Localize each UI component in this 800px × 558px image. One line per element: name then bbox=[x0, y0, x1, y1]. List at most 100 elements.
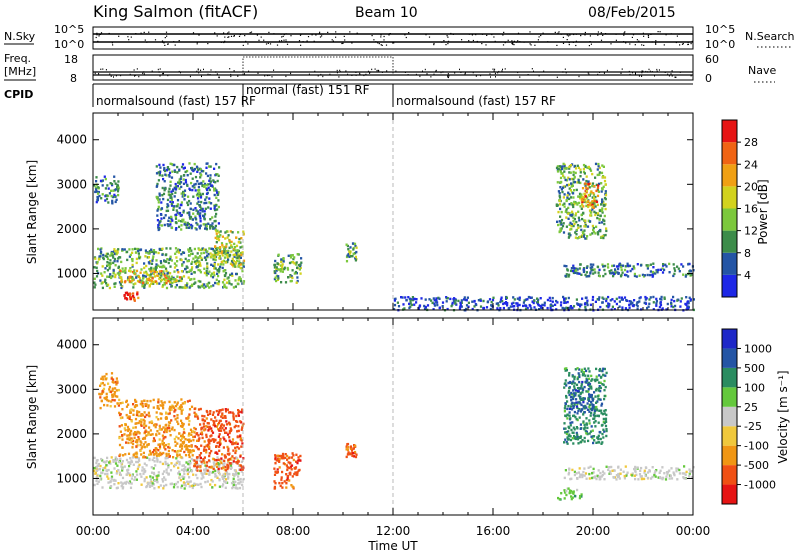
scatter-cell bbox=[610, 473, 612, 475]
scatter-cell bbox=[274, 264, 276, 266]
scatter-cell bbox=[188, 420, 190, 422]
scatter-cell bbox=[147, 482, 149, 484]
scatter-cell bbox=[200, 408, 202, 410]
scatter-cell bbox=[168, 190, 170, 192]
scatter-cell bbox=[189, 286, 191, 288]
scatter-cell bbox=[505, 303, 507, 305]
scatter-cell bbox=[599, 230, 601, 232]
scatter-cell bbox=[99, 396, 101, 398]
scatter-cell bbox=[189, 451, 191, 453]
noise-sample bbox=[576, 41, 577, 42]
scatter-cell bbox=[180, 186, 182, 188]
scatter-cell bbox=[185, 179, 187, 181]
noise-left-label: N.Sky bbox=[4, 30, 36, 43]
nave-sample bbox=[659, 69, 660, 70]
scatter-cell bbox=[173, 415, 175, 417]
nave-sample bbox=[215, 71, 216, 72]
scatter-cell bbox=[225, 408, 227, 410]
scatter-cell bbox=[100, 472, 102, 474]
scatter-cell bbox=[221, 412, 223, 414]
scatter-cell bbox=[583, 405, 585, 407]
scatter-cell bbox=[199, 227, 201, 229]
cpid-segment-2: normal (fast) 151 RF bbox=[246, 83, 370, 97]
noise-sample bbox=[486, 35, 487, 36]
scatter-cell bbox=[597, 395, 599, 397]
scatter-cell bbox=[203, 429, 205, 431]
scatter-cell bbox=[199, 466, 201, 468]
noise-sample bbox=[322, 34, 323, 35]
scatter-cell bbox=[670, 302, 672, 304]
scatter-cell bbox=[295, 454, 297, 456]
noise-sample bbox=[166, 36, 167, 37]
scatter-cell bbox=[129, 280, 131, 282]
scatter-cell bbox=[654, 470, 656, 472]
scatter-cell bbox=[544, 304, 546, 306]
noise-sample bbox=[664, 44, 665, 45]
nave-sample bbox=[494, 69, 495, 70]
scatter-cell bbox=[219, 255, 221, 257]
noise-sample bbox=[563, 37, 564, 38]
scatter-cell bbox=[619, 300, 621, 302]
scatter-cell bbox=[149, 484, 151, 486]
scatter-cell bbox=[585, 195, 587, 197]
noise-sample bbox=[477, 41, 478, 42]
scatter-cell bbox=[571, 469, 573, 471]
scatter-cell bbox=[215, 173, 217, 175]
scatter-cell bbox=[673, 263, 675, 265]
nave-sample bbox=[152, 71, 153, 72]
scatter-cell bbox=[200, 285, 202, 287]
scatter-cell bbox=[459, 302, 461, 304]
scatter-cell bbox=[442, 301, 444, 303]
scatter-cell bbox=[639, 275, 641, 277]
scatter-cell bbox=[557, 211, 559, 213]
scatter-cell bbox=[645, 474, 647, 476]
scatter-cell bbox=[188, 227, 190, 229]
scatter-cell bbox=[208, 187, 210, 189]
scatter-cell bbox=[586, 267, 588, 269]
scatter-cell bbox=[144, 437, 146, 439]
scatter-cell bbox=[149, 421, 151, 423]
nave-sample bbox=[502, 69, 503, 70]
scatter-cell bbox=[567, 194, 569, 196]
scatter-cell bbox=[582, 420, 584, 422]
scatter-cell bbox=[131, 252, 133, 254]
scatter-cell bbox=[111, 372, 113, 374]
scatter-cell bbox=[593, 197, 595, 199]
scatter-cell bbox=[194, 281, 196, 283]
scatter-cell bbox=[502, 303, 504, 305]
scatter-cell bbox=[588, 388, 590, 390]
scatter-cell bbox=[160, 417, 162, 419]
scatter-cell bbox=[275, 277, 277, 279]
scatter-cell bbox=[598, 218, 600, 220]
scatter-cell bbox=[347, 446, 349, 448]
scatter-cell bbox=[568, 374, 570, 376]
noise-sample bbox=[319, 33, 320, 34]
nave-sample bbox=[196, 71, 197, 72]
scatter-cell bbox=[584, 220, 586, 222]
scatter-cell bbox=[587, 225, 589, 227]
scatter-cell bbox=[188, 481, 190, 483]
nave-sample bbox=[532, 68, 533, 69]
nave-sample bbox=[371, 69, 372, 70]
noise-sample bbox=[165, 37, 166, 38]
scatter-cell bbox=[209, 177, 211, 179]
scatter-cell bbox=[156, 274, 158, 276]
scatter-cell bbox=[127, 404, 129, 406]
scatter-cell bbox=[160, 484, 162, 486]
scatter-cell bbox=[580, 385, 582, 387]
scatter-cell bbox=[196, 477, 198, 479]
scatter-cell bbox=[175, 183, 177, 185]
scatter-cell bbox=[143, 267, 145, 269]
scatter-cell bbox=[184, 445, 186, 447]
date-label: 08/Feb/2015 bbox=[588, 5, 676, 21]
scatter-cell bbox=[655, 302, 657, 304]
scatter-cell bbox=[167, 223, 169, 225]
scatter-cell bbox=[605, 428, 607, 430]
scatter-cell bbox=[192, 439, 194, 441]
scatter-cell bbox=[159, 266, 161, 268]
scatter-cell bbox=[199, 280, 201, 282]
scatter-cell bbox=[631, 474, 633, 476]
scatter-cell bbox=[578, 471, 580, 473]
scatter-cell bbox=[156, 416, 158, 418]
nave-sample bbox=[386, 70, 387, 71]
